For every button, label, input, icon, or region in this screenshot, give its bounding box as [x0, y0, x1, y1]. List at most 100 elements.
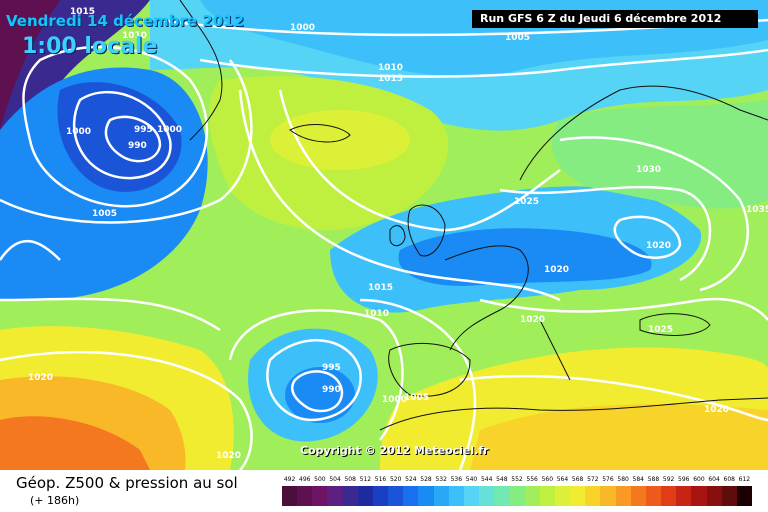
legend-color-swatch	[418, 486, 435, 506]
coastlines	[179, 0, 768, 431]
isobar-label: 1005	[505, 33, 530, 43]
legend-value-label: 532	[435, 476, 447, 483]
legend-value-label: 552	[511, 476, 523, 483]
legend-color-swatch	[630, 486, 647, 506]
isobar-label: 1000	[382, 395, 407, 405]
isobar-label: 1025	[648, 325, 673, 335]
legend-value-label: 500	[314, 476, 326, 483]
legend-value-label: 544	[480, 476, 493, 483]
forecast-time: 1:00 locale	[22, 34, 158, 59]
legend-value-label: 612	[738, 476, 751, 483]
legend-value-label: 524	[405, 476, 417, 483]
isobar-label: 1015	[70, 7, 95, 17]
map-footer: Géop. Z500 & pression au sol (+ 186h) 49…	[0, 470, 768, 512]
africa-ridge-core	[470, 404, 768, 470]
legend-value-label: 572	[587, 476, 599, 483]
isobar	[199, 48, 768, 78]
isobar-label: 990	[322, 385, 341, 395]
legend-color-swatch	[554, 486, 571, 506]
legend-color-swatch	[448, 486, 465, 506]
isobar	[238, 89, 561, 302]
legend-color-swatch	[433, 486, 450, 506]
isobar-label: 1000	[290, 23, 315, 33]
isobar-label: 1005	[404, 393, 429, 403]
forecast-offset: (+ 186h)	[30, 494, 80, 507]
legend-value-label: 540	[465, 476, 478, 483]
isobar	[266, 339, 362, 422]
copyright-notice: Copyright © 2012 Meteociel.fr	[300, 444, 489, 457]
legend-color-swatch	[403, 486, 419, 506]
isobar-label: 995	[322, 363, 341, 373]
legend-value-label: 608	[723, 476, 735, 483]
legend-color-swatch	[736, 486, 753, 506]
isobar-label: 1000	[66, 127, 91, 137]
legend-color-swatch	[342, 486, 359, 506]
isobar	[459, 374, 768, 422]
legend-value-label: 600	[693, 476, 705, 483]
legend-color-swatch	[706, 486, 723, 506]
legend-color-swatch	[463, 486, 480, 506]
isobar-label: 1015	[378, 74, 403, 84]
legend-value-label: 580	[617, 476, 629, 483]
legend-color-swatch	[600, 486, 617, 506]
legend-color-swatch	[509, 486, 526, 506]
subtropical-high-core	[0, 416, 150, 470]
forecast-date: Vendredi 14 décembre 2012	[6, 12, 245, 30]
legend-color-swatch	[479, 486, 495, 506]
legend-value-label: 560	[541, 476, 554, 483]
legend-value-label: 588	[647, 476, 660, 483]
isobar-label: 1020	[216, 451, 241, 461]
map-title: Géop. Z500 & pression au sol	[16, 474, 238, 492]
legend-color-swatch	[312, 486, 328, 506]
coastline-iberia	[388, 342, 471, 397]
isobar	[104, 115, 162, 163]
legend-value-label: 520	[389, 476, 402, 483]
coastline-europe	[444, 245, 529, 351]
isobar-label: 1000	[157, 125, 182, 135]
isobar	[72, 90, 172, 180]
isobar	[0, 297, 221, 332]
legend-color-swatch	[494, 486, 510, 506]
coastline-iceland	[289, 124, 351, 143]
purple-core	[0, 0, 60, 130]
isobar-label: 1010	[122, 31, 147, 41]
isobar-label: 1020	[704, 405, 729, 415]
legend-value-label: 568	[571, 476, 584, 483]
isobar-label: 1025	[514, 197, 539, 207]
isobar	[291, 370, 344, 413]
legend-value-label: 548	[496, 476, 508, 483]
coastline-italy	[539, 319, 571, 381]
legend-color-swatch	[388, 486, 404, 506]
coastline-uk	[407, 204, 446, 257]
isobar	[278, 89, 561, 232]
isobar	[0, 240, 61, 261]
legend-color-swatch	[372, 486, 389, 506]
weather-map: 1015 1010 1000 1005 1010 1015 1000 995 1…	[0, 0, 768, 470]
legend-color-swatch	[661, 486, 677, 506]
legend-value-label: 592	[662, 476, 675, 483]
isobar-label: 1035	[746, 205, 768, 215]
isobar-label: 1015	[368, 283, 393, 293]
isobar	[499, 185, 712, 282]
legend-color-swatch	[721, 486, 738, 506]
isobar	[228, 309, 404, 441]
isobar-label: 1005	[92, 209, 117, 219]
coastline-black-sea	[639, 313, 711, 336]
isobar-label: 1030	[636, 165, 661, 175]
isobars	[0, 18, 768, 470]
isobar-label: 1010	[378, 63, 403, 73]
coastline-africa	[379, 397, 768, 431]
isobar-label: 1020	[646, 241, 671, 251]
coastline-greenland	[179, 0, 223, 141]
legend-value-label: 564	[556, 476, 569, 483]
isobar-label: 1020	[28, 373, 53, 383]
isobar	[613, 215, 682, 260]
legend-value-label: 556	[526, 476, 538, 483]
legend-color-swatch	[282, 486, 298, 506]
deep-low-region	[0, 0, 150, 260]
legend-color-swatch	[570, 486, 586, 506]
legend-value-label: 604	[708, 476, 720, 483]
model-run-label: Run GFS 6 Z du Jeudi 6 décembre 2012	[472, 10, 758, 28]
legend-value-label: 496	[299, 476, 311, 483]
